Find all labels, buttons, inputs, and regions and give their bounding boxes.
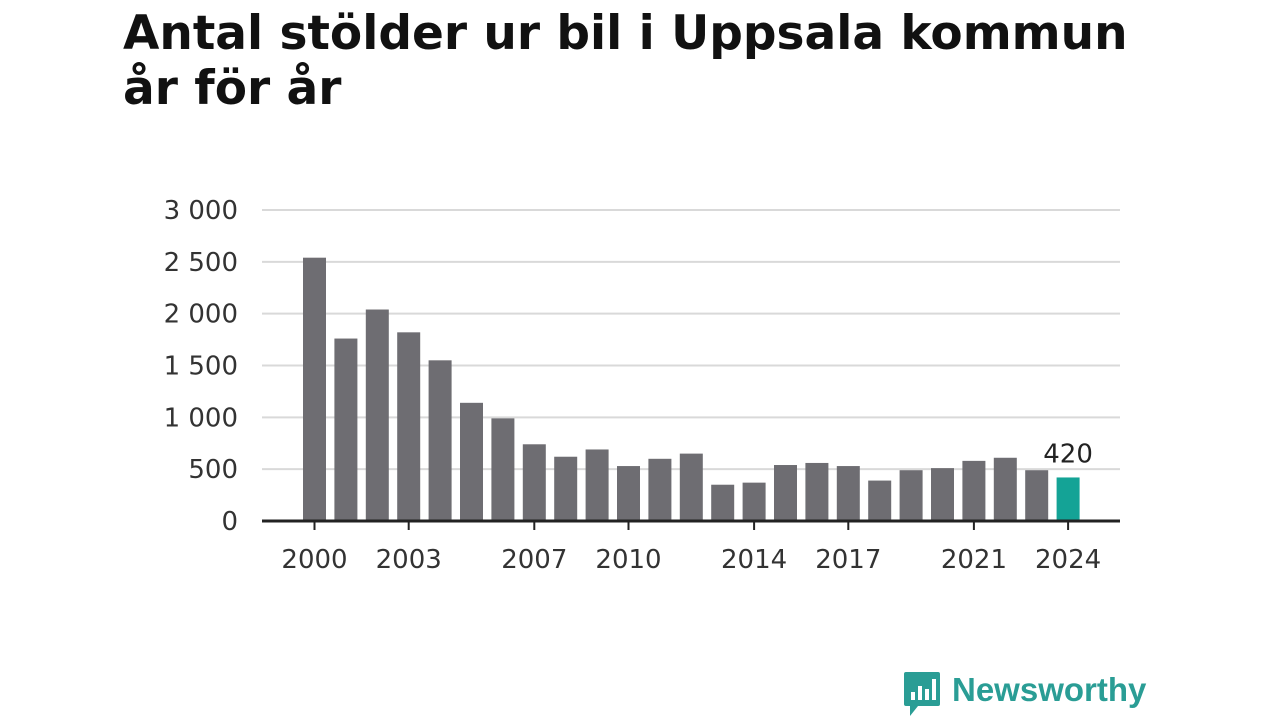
data-labels: 420 — [1043, 439, 1093, 469]
y-axis-ticks: 0 500 1 000 1 500 2 000 2 500 3 000 — [164, 196, 238, 537]
bar-2000 — [303, 257, 326, 521]
bar-2012 — [679, 453, 703, 521]
gridlines — [262, 209, 1120, 471]
y-tick-label: 2 000 — [164, 300, 238, 330]
x-tick-label: 2003 — [376, 545, 442, 575]
bar-2011 — [648, 458, 672, 521]
bar-2005 — [460, 402, 483, 521]
x-tick-label: 2021 — [941, 545, 1007, 575]
bar-2017 — [836, 466, 860, 521]
bar-2015 — [774, 465, 797, 521]
x-tick-label: 2014 — [721, 545, 787, 575]
x-tick-label: 2007 — [501, 545, 567, 575]
data-label-2024: 420 — [1043, 439, 1093, 469]
bar-2001 — [334, 338, 358, 521]
y-tick-label: 2 500 — [164, 248, 238, 278]
bar-2003 — [397, 332, 421, 521]
x-tick-label: 2017 — [815, 545, 881, 575]
x-tick-label: 2024 — [1035, 545, 1101, 575]
y-tick-label: 3 000 — [164, 196, 238, 226]
bar-2019 — [899, 470, 923, 521]
x-tick-label: 2000 — [281, 545, 347, 575]
bar-2004 — [428, 360, 452, 521]
y-tick-label: 1 500 — [164, 352, 238, 382]
bar-2020 — [931, 468, 954, 521]
chart-title: Antal stölder ur bil i Uppsala kommun år… — [123, 6, 1128, 116]
bar-2023 — [1025, 470, 1049, 521]
y-tick-label: 0 — [221, 507, 238, 537]
x-tick-label: 2010 — [595, 545, 661, 575]
bar-2021 — [962, 460, 986, 521]
bar-2018 — [868, 480, 892, 521]
bar-2022 — [993, 457, 1017, 521]
bar-2016 — [805, 462, 829, 521]
bar-2007 — [522, 444, 546, 521]
bar-2024 — [1056, 477, 1080, 521]
y-tick-label: 500 — [188, 455, 238, 485]
y-tick-label: 1 000 — [164, 403, 238, 433]
brand-name: Newsworthy — [952, 671, 1147, 708]
bar-2010 — [617, 466, 640, 521]
bar-2014 — [742, 482, 766, 521]
bar-2008 — [554, 456, 578, 521]
bar-2002 — [365, 309, 389, 521]
bars — [303, 257, 1080, 521]
x-axis-ticks: 2000 2003 2007 2010 2014 2017 2021 2024 — [281, 521, 1101, 575]
bar-2013 — [711, 484, 735, 521]
newsworthy-logo: Newsworthy — [902, 670, 1146, 720]
bar-2009 — [585, 449, 609, 521]
newsworthy-icon — [904, 672, 940, 716]
bar-2006 — [491, 418, 515, 521]
